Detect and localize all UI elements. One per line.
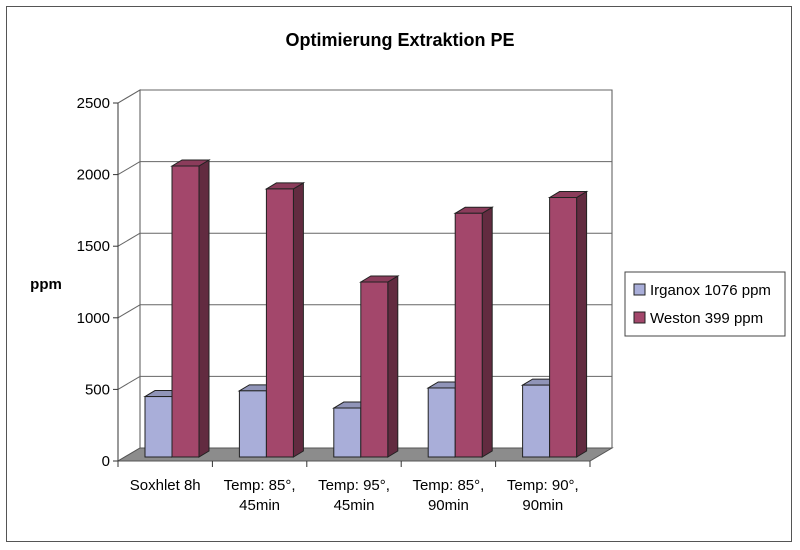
bar-weston — [358, 275, 400, 458]
bar-front — [454, 212, 483, 458]
y-tick-label: 500 — [85, 381, 110, 398]
y-tick-label: 2500 — [77, 95, 110, 112]
bar-side — [387, 275, 399, 458]
x-category-label: Temp: 85°, 90min — [412, 477, 484, 514]
x-category-line: 45min — [334, 497, 375, 514]
x-category-line: Temp: 85°, — [224, 477, 296, 494]
bar-front — [360, 281, 389, 458]
x-category-line: 45min — [239, 497, 280, 514]
bar-side — [576, 190, 588, 458]
legend-swatch — [633, 283, 646, 296]
y-tick-label: 1000 — [77, 310, 110, 327]
bar-weston — [453, 206, 495, 458]
side-wall — [117, 89, 141, 462]
bar-weston — [170, 159, 211, 458]
legend-swatch — [633, 311, 646, 324]
bar-front — [144, 396, 173, 458]
legend: Irganox 1076 ppm Weston 399 ppm — [624, 271, 786, 337]
bar-front — [171, 165, 200, 458]
legend-label: Irganox 1076 ppm — [650, 282, 771, 299]
x-tick-labels: Soxhlet 8h Temp: 85°, 45min Temp: 95°, 45min… — [130, 477, 579, 514]
bar-side — [292, 182, 304, 458]
y-axis-label: ppm — [30, 276, 62, 293]
bar-side — [481, 206, 493, 458]
x-category-line: Temp: 95°, — [318, 477, 390, 494]
gridline-side — [117, 232, 141, 247]
y-tick-label: 2000 — [77, 167, 110, 184]
gridline-side — [117, 375, 141, 390]
y-tick-labels: 0 500 1000 1500 2000 2500 — [77, 95, 110, 470]
gridlines — [113, 89, 612, 467]
legend-label: Weston 399 ppm — [650, 310, 763, 327]
gridline-side — [117, 89, 141, 104]
x-category-line: Soxhlet 8h — [130, 477, 201, 494]
bar-weston — [547, 190, 589, 458]
y-tick-label: 0 — [102, 453, 110, 470]
bar-front — [522, 384, 551, 458]
bar-front — [265, 188, 294, 458]
bar-front — [238, 390, 267, 458]
x-category-line: 90min — [522, 497, 563, 514]
x-category-label: Temp: 90°, 90min — [507, 477, 579, 514]
bar-weston — [264, 182, 306, 458]
bar-side — [198, 159, 210, 458]
bar-front — [333, 407, 362, 458]
x-category-line: 90min — [428, 497, 469, 514]
x-category-label: Soxhlet 8h — [130, 477, 201, 494]
x-category-line: Temp: 90°, — [507, 477, 579, 494]
bars — [143, 159, 589, 458]
chart-title: Optimierung Extraktion PE — [285, 30, 514, 50]
gridline-side — [117, 304, 141, 319]
bar-front — [549, 197, 578, 458]
x-category-label: Temp: 95°, 45min — [318, 477, 390, 514]
y-tick-label: 1500 — [77, 238, 110, 255]
bar-front — [427, 387, 456, 458]
x-category-label: Temp: 85°, 45min — [224, 477, 296, 514]
x-category-line: Temp: 85°, — [412, 477, 484, 494]
gridline-side — [117, 161, 141, 176]
legend-box — [624, 271, 786, 337]
